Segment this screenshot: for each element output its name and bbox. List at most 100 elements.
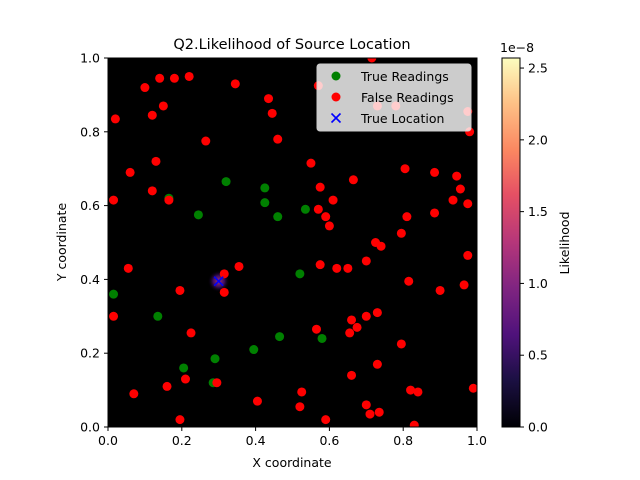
false-readings-point <box>201 136 211 146</box>
false-readings-point <box>361 400 371 410</box>
true-readings-point <box>179 363 189 373</box>
true-readings-point <box>109 289 119 299</box>
false-readings-point <box>273 134 283 144</box>
false-readings-point <box>164 195 174 205</box>
false-readings-point <box>306 158 316 168</box>
false-readings-point <box>435 285 445 295</box>
false-readings-point <box>151 156 161 166</box>
true-readings-point <box>249 345 259 355</box>
colorbar-tick-label: 2.5 <box>528 61 548 76</box>
plot-frame <box>107 57 478 428</box>
colorbar-tick-label: 1.5 <box>528 204 548 219</box>
false-readings-point <box>409 420 419 427</box>
false-readings-point <box>180 374 190 384</box>
false-readings-point <box>186 328 196 338</box>
false-readings-point <box>455 184 465 194</box>
false-readings-point <box>332 263 342 273</box>
false-readings-point <box>155 73 165 83</box>
x-tick-label: 0.4 <box>246 433 266 448</box>
true-readings-point <box>221 177 231 187</box>
false-readings-point <box>311 324 321 334</box>
false-readings-point <box>140 83 150 93</box>
false-readings-point <box>129 389 139 399</box>
false-readings-point <box>406 385 416 395</box>
false-readings-point <box>347 370 357 380</box>
chart-title: Q2.Likelihood of Source Location <box>173 37 410 53</box>
y-tick-label: 1.0 <box>80 51 100 66</box>
x-axis-label: X coordinate <box>252 455 332 470</box>
y-tick-label: 0.4 <box>80 272 100 287</box>
false-readings-point <box>468 383 477 393</box>
false-readings-point <box>430 208 440 218</box>
colorbar-label: Likelihood <box>557 211 572 274</box>
true-readings-point <box>317 333 327 343</box>
x-tick-label: 0.8 <box>393 433 413 448</box>
legend-marker-true-readings <box>331 71 341 81</box>
false-readings-point <box>158 101 168 111</box>
false-readings-point <box>212 378 222 388</box>
false-readings-point <box>463 250 473 260</box>
false-readings-point <box>234 261 244 271</box>
y-tick-label: 0.0 <box>80 420 100 435</box>
colorbar-tick-label: 0.5 <box>528 348 548 363</box>
false-readings-point <box>175 415 185 425</box>
false-readings-point <box>365 409 375 419</box>
colorbar <box>501 57 521 428</box>
false-readings-point <box>175 285 185 295</box>
true-readings-point <box>295 269 305 279</box>
false-readings-point <box>396 339 406 349</box>
false-readings-point <box>404 276 414 286</box>
true-readings-point <box>153 311 163 321</box>
false-readings-point <box>295 402 305 412</box>
true-readings-point <box>210 354 220 364</box>
legend-label-true-location: True Location <box>360 111 444 126</box>
false-readings-point <box>430 167 440 177</box>
true-readings-point <box>273 212 283 222</box>
false-readings-point <box>452 171 462 181</box>
false-readings-point <box>264 94 274 104</box>
x-tick-label: 1.0 <box>467 433 487 448</box>
false-readings-point <box>315 182 325 192</box>
colorbar-tick-label: 1.0 <box>528 276 548 291</box>
false-readings-point <box>297 387 307 397</box>
x-tick-label: 0.2 <box>172 433 192 448</box>
legend-box <box>316 63 472 132</box>
false-readings-point <box>321 212 331 222</box>
colorbar-offset-text: 1e−8 <box>500 40 534 55</box>
false-readings-point <box>374 407 384 417</box>
y-axis-label: Y coordinate <box>54 203 69 283</box>
false-readings-point <box>361 311 371 321</box>
false-readings-point <box>343 263 353 273</box>
false-readings-point <box>313 204 323 214</box>
false-readings-point <box>252 396 262 406</box>
false-readings-point <box>372 308 382 318</box>
y-tick-label: 0.8 <box>80 124 100 139</box>
false-readings-point <box>315 260 325 270</box>
false-readings-point <box>321 415 331 425</box>
legend: True Readings False Readings True Locati… <box>316 63 472 132</box>
y-tick-label: 0.6 <box>80 198 100 213</box>
false-readings-point <box>267 108 277 118</box>
false-readings-point <box>324 221 334 231</box>
false-readings-point <box>400 164 410 174</box>
false-readings-point <box>361 256 371 266</box>
false-readings-point <box>230 79 240 89</box>
false-readings-point <box>348 175 358 185</box>
x-tick-label: 0.6 <box>319 433 339 448</box>
false-readings-point <box>448 195 458 205</box>
false-readings-point <box>396 228 406 238</box>
legend-label-true-readings: True Readings <box>360 69 449 84</box>
true-readings-point <box>275 332 285 342</box>
false-readings-point <box>162 381 172 391</box>
colorbar-tick-label: 0.0 <box>528 420 548 435</box>
false-readings-point <box>110 114 120 124</box>
false-readings-point <box>123 263 133 273</box>
false-readings-point <box>463 199 473 209</box>
false-readings-point <box>413 387 423 397</box>
true-readings-point <box>260 183 270 193</box>
true-readings-point <box>300 204 310 214</box>
false-readings-point <box>219 287 229 297</box>
false-readings-point <box>147 186 157 196</box>
x-tick-label: 0.0 <box>98 433 118 448</box>
